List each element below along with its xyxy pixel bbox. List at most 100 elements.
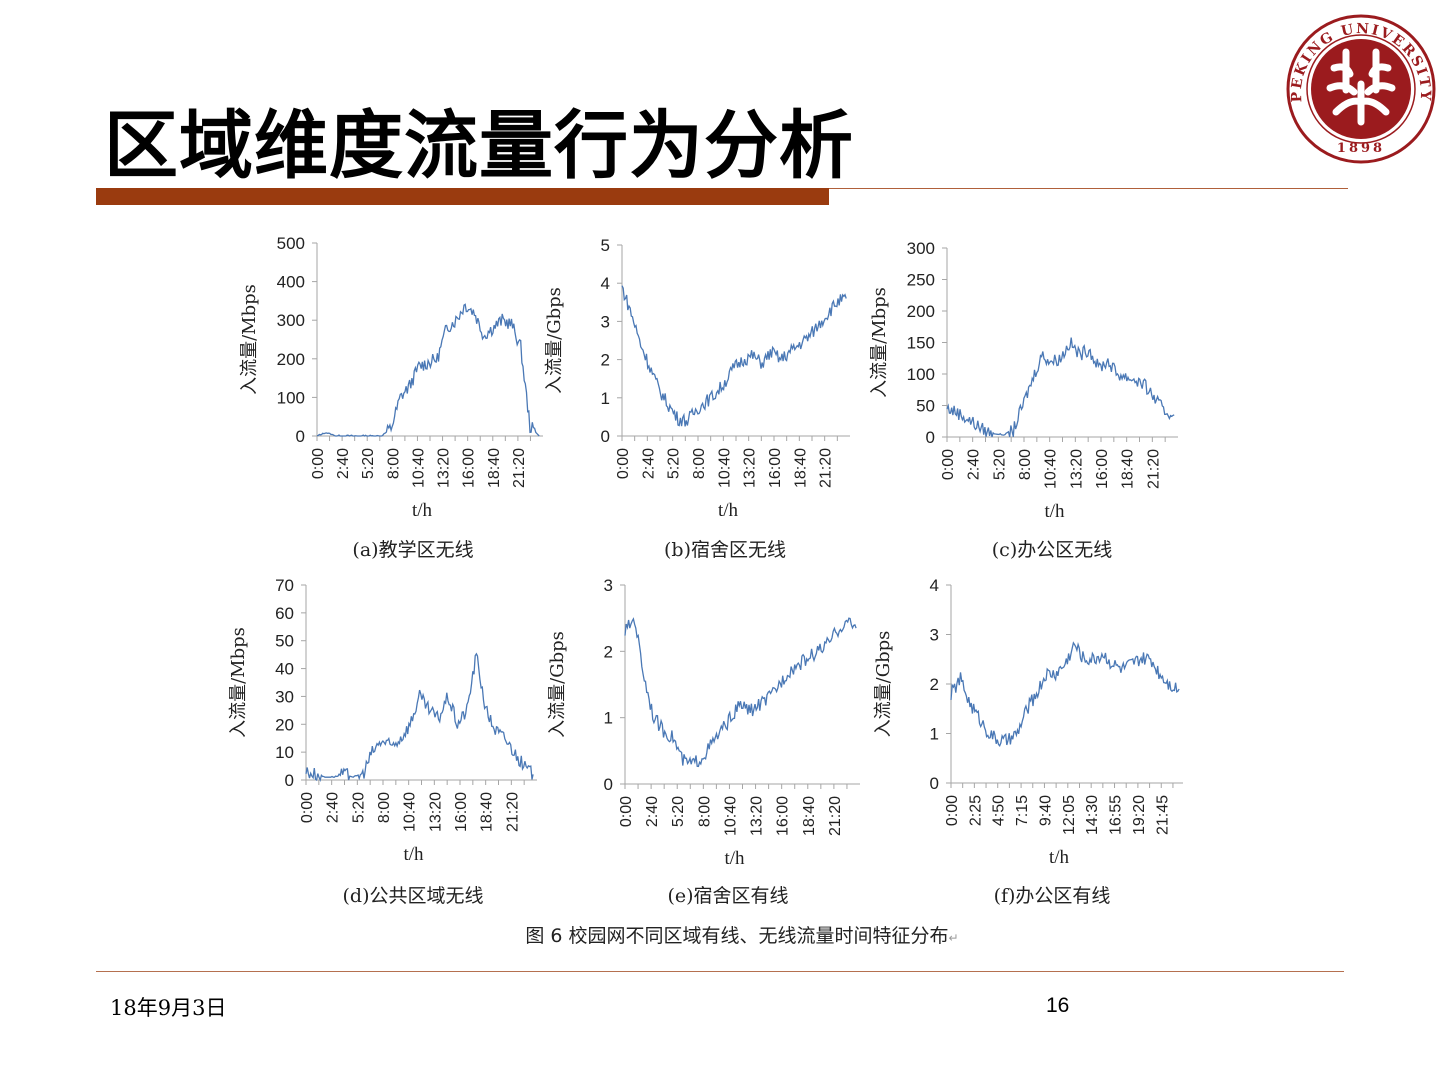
x-tick-label: 10:40 (1043, 449, 1060, 489)
series-line (305, 652, 534, 782)
y-tick-label: 40 (275, 660, 294, 679)
series-line (946, 337, 1175, 438)
y-tick-label: 3 (604, 576, 613, 595)
page-number: 16 (1046, 994, 1070, 1017)
figure-caption-text: 图 6 校园网不同区域有线、无线流量时间特征分布 (525, 925, 949, 947)
x-tick-label: 13:20 (1068, 449, 1085, 489)
series-line (621, 285, 847, 427)
x-tick-label: 13:20 (427, 792, 444, 832)
x-tick-label: 2:25 (967, 795, 984, 826)
x-tick-label: 0:00 (615, 448, 632, 479)
x-axis-label: t/h (403, 844, 424, 865)
chart-caption: (a)教学区无线 (352, 539, 474, 561)
y-tick-label: 20 (275, 715, 294, 734)
x-tick-label: 8:00 (696, 796, 713, 827)
x-tick-label: 10:40 (410, 448, 427, 488)
x-tick-label: 5:20 (350, 792, 367, 823)
x-tick-label: 18:40 (479, 792, 496, 832)
y-axis-label: 入流量/Gbps (544, 287, 565, 394)
title-divider-line (829, 188, 1348, 189)
x-tick-label: 0:00 (940, 449, 957, 480)
x-axis-label: t/h (724, 848, 745, 869)
x-tick-label: 13:20 (436, 448, 453, 488)
x-tick-label: 10:40 (716, 448, 733, 488)
y-tick-label: 3 (601, 312, 610, 331)
x-tick-label: 0:00 (944, 795, 961, 826)
y-tick-label: 200 (277, 350, 305, 369)
footer-date: 18年9月3日 (110, 996, 227, 1020)
y-tick-label: 0 (930, 774, 939, 793)
x-tick-label: 2:40 (966, 449, 983, 480)
y-axis-label: 入流量/Mbps (239, 284, 260, 395)
y-tick-label: 100 (907, 365, 935, 384)
chart-caption: (f)办公区有线 (993, 885, 1111, 907)
x-axis-label: t/h (1044, 501, 1065, 522)
y-tick-label: 5 (601, 236, 610, 255)
x-axis-label: t/h (718, 500, 739, 521)
y-axis-label: 入流量/Mbps (869, 287, 890, 398)
chart-f: 0 1 2 3 4 0:00 2:25 4:50 7:15 9:40 12:05 14:30 16:55… (873, 576, 1183, 868)
y-tick-label: 0 (296, 427, 305, 446)
y-tick-label: 250 (907, 271, 935, 290)
x-tick-label: 21:20 (511, 448, 528, 488)
x-tick-label: 9:40 (1037, 795, 1054, 826)
x-tick-label: 0:00 (299, 792, 316, 823)
x-tick-label: 4:50 (991, 795, 1008, 826)
figure-caption: 图 6 校园网不同区域有线、无线流量时间特征分布↵ (525, 921, 958, 948)
title-accent-bar (96, 188, 829, 205)
y-tick-label: 30 (275, 687, 294, 706)
series-line (950, 641, 1180, 748)
x-tick-label: 18:40 (792, 448, 809, 488)
x-tick-label: 16:00 (453, 792, 470, 832)
y-tick-label: 0 (604, 775, 613, 794)
x-tick-label: 21:20 (504, 792, 521, 832)
series-line (624, 617, 857, 768)
x-tick-label: 16:00 (461, 448, 478, 488)
x-tick-label: 2:40 (644, 796, 661, 827)
y-tick-label: 50 (916, 397, 935, 416)
chart-caption: (b)宿舍区无线 (664, 539, 786, 561)
x-tick-label: 10:40 (722, 796, 739, 836)
y-tick-label: 2 (930, 675, 939, 694)
x-tick-label: 16:55 (1108, 795, 1125, 835)
y-tick-label: 1 (930, 725, 939, 744)
peking-university-logo: PEKING UNIVERSITY 1898 (1286, 14, 1436, 164)
y-tick-label: 300 (277, 311, 305, 330)
y-axis-label: 入流量/Gbps (873, 631, 894, 738)
y-tick-label: 0 (601, 427, 610, 446)
slide-title: 区域维度流量行为分析 (104, 103, 854, 189)
y-tick-label: 0 (926, 428, 935, 447)
x-tick-label: 8:00 (691, 448, 708, 479)
x-tick-label: 7:15 (1014, 795, 1031, 826)
y-tick-label: 2 (601, 351, 610, 370)
x-tick-label: 5:20 (991, 449, 1008, 480)
y-tick-label: 10 (275, 743, 294, 762)
x-tick-label: 5:20 (670, 796, 687, 827)
footer-divider (96, 971, 1344, 972)
x-tick-label: 18:40 (486, 448, 503, 488)
x-tick-label: 18:40 (801, 796, 818, 836)
y-tick-label: 60 (275, 604, 294, 623)
y-tick-label: 50 (275, 632, 294, 651)
x-tick-label: 21:45 (1154, 795, 1171, 835)
x-tick-label: 0:00 (310, 448, 327, 479)
x-tick-label: 10:40 (402, 792, 419, 832)
chart-caption: (d)公共区域无线 (342, 885, 484, 907)
x-tick-label: 21:20 (827, 796, 844, 836)
y-tick-label: 1 (604, 709, 613, 728)
x-tick-label: 5:20 (360, 448, 377, 479)
x-tick-label: 5:20 (666, 448, 683, 479)
chart-b: 0 1 2 3 4 5 0:00 2:40 5:20 8:00 10:40 13:20 16:00 18:… (544, 236, 850, 521)
chart-c: 0 50 100 150 200 250 300 0:00 2:40 5:20 8:00 10:40 1… (869, 239, 1178, 522)
x-tick-label: 16:00 (775, 796, 792, 836)
x-tick-label: 2:40 (640, 448, 657, 479)
logo-year: 1898 (1337, 141, 1385, 156)
x-tick-label: 2:40 (335, 448, 352, 479)
y-axis-label: 入流量/Mbps (228, 627, 249, 738)
x-tick-label: 8:00 (376, 792, 393, 823)
x-tick-label: 21:20 (818, 448, 835, 488)
series-line (316, 303, 540, 437)
y-tick-label: 300 (907, 239, 935, 258)
y-tick-label: 70 (275, 576, 294, 595)
